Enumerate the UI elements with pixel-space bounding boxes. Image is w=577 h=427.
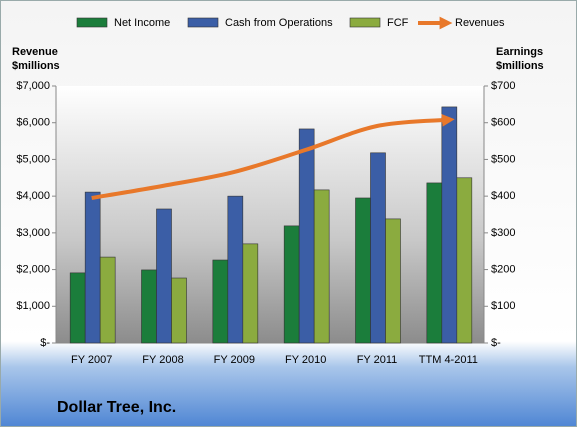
- bar: [456, 177, 473, 344]
- y-tick-label: $6,000: [16, 117, 50, 129]
- bar: [171, 277, 187, 344]
- x-tick-label: FY 2009: [214, 354, 255, 366]
- bar: [283, 225, 300, 344]
- y-axis-label: Revenue: [12, 46, 58, 58]
- bar: [313, 189, 330, 344]
- y-tick-label: $1,000: [16, 300, 50, 312]
- plot-area: [56, 86, 484, 343]
- y2-tick-label: $500: [491, 153, 515, 165]
- legend-swatch: [349, 17, 381, 28]
- bar: [156, 208, 172, 344]
- chart-title: Dollar Tree, Inc.: [57, 399, 176, 416]
- y-tick-label: $3,000: [16, 227, 50, 239]
- y-tick-label: $-: [40, 337, 50, 349]
- bar: [69, 272, 86, 344]
- y2-axis-label: Earnings: [496, 46, 543, 58]
- legend-swatch: [76, 17, 108, 28]
- y2-tick-label: $100: [491, 300, 515, 312]
- legend-label: Revenues: [455, 17, 505, 29]
- y-tick-label: $7,000: [16, 80, 50, 92]
- bar: [426, 182, 443, 344]
- y-axis-label: $millions: [12, 60, 60, 72]
- bar: [370, 152, 386, 344]
- x-tick-label: FY 2011: [357, 354, 398, 366]
- legend-label: FCF: [387, 17, 409, 29]
- bar: [84, 191, 101, 344]
- y-tick-label: $4,000: [16, 190, 50, 202]
- x-tick-label: FY 2007: [71, 354, 112, 366]
- legend-label: Cash from Operations: [225, 17, 333, 29]
- bar: [355, 197, 371, 344]
- bar: [441, 106, 458, 344]
- y2-tick-label: $600: [491, 117, 515, 129]
- y2-tick-label: $700: [491, 80, 515, 92]
- bar: [298, 128, 315, 344]
- bar: [385, 218, 401, 344]
- bar: [242, 243, 259, 344]
- y-tick-label: $5,000: [16, 153, 50, 165]
- y2-tick-label: $300: [491, 227, 515, 239]
- line: [91, 113, 455, 200]
- bar: [99, 256, 116, 344]
- x-tick-label: TTM 4-2011: [419, 354, 478, 366]
- x-tick-label: FY 2008: [142, 354, 183, 366]
- y2-tick-label: $-: [491, 337, 501, 349]
- y2-tick-label: $200: [491, 263, 515, 275]
- y-tick-label: $2,000: [16, 263, 50, 275]
- y2-axis-label: $millions: [496, 60, 544, 72]
- bar: [141, 269, 157, 344]
- legend-label: Net Income: [114, 17, 170, 29]
- bar: [227, 195, 244, 344]
- x-tick-label: FY 2010: [285, 354, 326, 366]
- bar: [212, 259, 229, 344]
- legend-swatch: [187, 17, 219, 28]
- y2-tick-label: $400: [491, 190, 515, 202]
